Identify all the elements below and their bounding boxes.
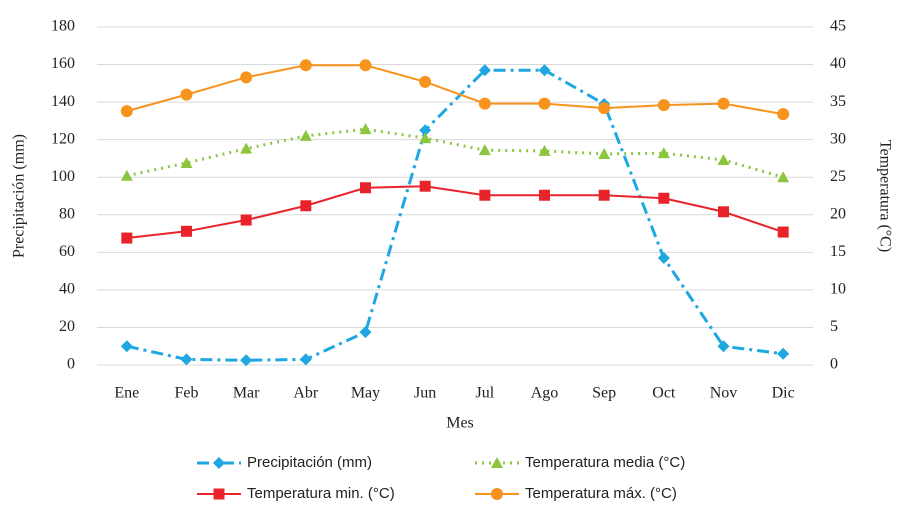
y2-tick-label: 45 (830, 18, 846, 35)
marker (359, 326, 372, 339)
x-tick-label: Ago (531, 385, 559, 402)
legend-label: Temperatura media (°C) (525, 454, 685, 471)
legend-marker (213, 488, 225, 500)
y-tick-label: 20 (59, 318, 75, 335)
marker (717, 340, 730, 353)
marker (657, 99, 670, 112)
marker (598, 147, 611, 159)
x-tick-label: Nov (710, 385, 738, 402)
marker (299, 59, 312, 72)
x-tick-label: Oct (652, 385, 676, 402)
y-tick-label: 60 (59, 243, 75, 260)
marker (299, 129, 312, 141)
x-tick-label: Mar (233, 385, 260, 402)
marker (181, 225, 192, 237)
y2-tick-label: 0 (830, 356, 838, 373)
x-tick-label: May (351, 385, 380, 402)
legend-label: Temperatura min. (°C) (247, 485, 395, 502)
x-tick-label: Jun (414, 385, 436, 402)
marker (777, 347, 790, 360)
y-tick-label: 180 (51, 18, 75, 35)
marker (240, 214, 252, 226)
marker (539, 189, 550, 201)
marker (538, 64, 551, 77)
y2-tick-label: 30 (830, 130, 846, 147)
y2-axis-title: Temperatura (°C) (876, 140, 893, 252)
y-tick-label: 120 (51, 130, 75, 147)
y-tick-label: 100 (51, 168, 75, 185)
marker (240, 142, 253, 154)
marker (240, 71, 253, 84)
marker (718, 206, 729, 218)
y2-tick-label: 35 (830, 93, 846, 110)
marker (657, 251, 670, 264)
y2-tick-label: 20 (830, 205, 846, 222)
x-tick-label: Dic (772, 385, 795, 402)
marker (419, 124, 432, 137)
marker (240, 354, 253, 367)
x-tick-label: Ene (114, 385, 139, 402)
marker (478, 97, 491, 110)
marker (478, 64, 491, 77)
marker (121, 232, 133, 244)
legend-label: Precipitación (mm) (247, 454, 372, 471)
marker (359, 123, 372, 135)
y-tick-label: 160 (51, 55, 75, 72)
x-axis-title: Mes (446, 415, 474, 432)
marker (478, 144, 491, 156)
marker (598, 189, 610, 201)
marker (180, 88, 193, 101)
y2-tick-label: 25 (830, 168, 846, 185)
marker (359, 59, 372, 72)
marker (120, 340, 133, 353)
marker (538, 97, 551, 110)
marker (180, 156, 193, 168)
marker (419, 132, 432, 144)
marker (180, 353, 193, 366)
x-tick-label: Sep (592, 385, 616, 402)
legend-label: Temperatura máx. (°C) (525, 485, 677, 502)
marker (777, 171, 790, 183)
y-tick-label: 80 (59, 205, 75, 222)
y2-tick-label: 40 (830, 55, 846, 72)
y-tick-label: 0 (67, 356, 75, 373)
marker (658, 192, 670, 204)
marker (299, 353, 312, 366)
x-tick-label: Jul (475, 385, 494, 402)
x-tick-label: Feb (175, 385, 199, 402)
y2-tick-label: 15 (830, 243, 846, 260)
marker (657, 147, 670, 159)
marker (717, 97, 730, 110)
series-line (126, 68, 784, 362)
series-line (126, 185, 784, 240)
legend-marker (491, 457, 503, 468)
y-tick-label: 140 (51, 93, 75, 110)
y-tick-label: 40 (59, 281, 75, 298)
legend-marker (213, 457, 225, 469)
series-line (126, 64, 784, 116)
marker (717, 153, 730, 165)
marker (120, 169, 133, 181)
marker (360, 182, 371, 194)
marker (598, 102, 611, 115)
marker (479, 189, 491, 201)
marker (538, 144, 551, 156)
y-axis-title: Precipitación (mm) (11, 134, 28, 258)
y2-tick-label: 5 (830, 318, 838, 335)
marker (777, 108, 790, 121)
series-line (126, 127, 784, 179)
marker (419, 180, 431, 192)
marker (120, 105, 133, 118)
marker (777, 226, 789, 238)
marker (419, 75, 432, 88)
y2-tick-label: 10 (830, 281, 846, 298)
marker (300, 200, 312, 212)
legend-marker (491, 488, 503, 500)
x-tick-label: Abr (293, 385, 319, 402)
